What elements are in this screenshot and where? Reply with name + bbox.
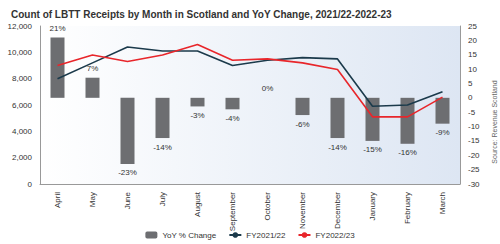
svg-text:21%: 21% (49, 24, 65, 33)
svg-text:Count of LBTT Receipts by Mont: Count of LBTT Receipts by Month in Scotl… (11, 9, 392, 20)
svg-text:0%: 0% (262, 84, 274, 93)
svg-text:12,000: 12,000 (8, 22, 33, 31)
svg-text:August: August (193, 191, 202, 217)
svg-text:November: November (298, 192, 307, 229)
svg-text:-23%: -23% (118, 168, 137, 177)
svg-text:0: 0 (28, 180, 33, 189)
svg-text:25: 25 (468, 22, 477, 31)
svg-text:4,000: 4,000 (12, 127, 33, 136)
svg-text:FY2022/23: FY2022/23 (315, 231, 355, 240)
svg-text:20: 20 (468, 36, 477, 45)
svg-text:15: 15 (468, 50, 477, 59)
svg-text:-14%: -14% (153, 143, 172, 152)
svg-text:-5: -5 (468, 108, 476, 117)
svg-text:7%: 7% (86, 64, 99, 74)
svg-text:-15%: -15% (363, 145, 382, 154)
svg-text:-6%: -6% (295, 120, 309, 129)
svg-text:March: March (438, 192, 447, 214)
svg-text:6,000: 6,000 (12, 101, 33, 110)
svg-text:July: July (158, 192, 167, 206)
svg-text:2,000: 2,000 (12, 153, 33, 162)
svg-text:-15: -15 (468, 136, 480, 145)
svg-text:8,000: 8,000 (12, 74, 33, 83)
svg-text:10: 10 (468, 65, 477, 74)
svg-text:December: December (333, 192, 342, 229)
svg-text:10,000: 10,000 (8, 48, 33, 57)
svg-text:-30: -30 (468, 180, 480, 189)
svg-text:April: April (53, 192, 62, 208)
svg-text:-10: -10 (468, 122, 480, 131)
svg-text:-9%: -9% (435, 128, 449, 137)
svg-text:FY2021/22: FY2021/22 (246, 231, 286, 240)
svg-text:October: October (263, 192, 272, 221)
svg-text:-14%: -14% (328, 143, 347, 152)
svg-text:-3%: -3% (190, 111, 204, 120)
svg-text:-4%: -4% (225, 114, 239, 123)
svg-text:May: May (88, 192, 97, 207)
svg-text:January: January (368, 192, 377, 220)
svg-text:-25: -25 (468, 165, 480, 174)
svg-text:5: 5 (468, 79, 473, 88)
svg-text:-16%: -16% (398, 148, 417, 157)
svg-text:0: 0 (468, 93, 473, 102)
svg-text:September: September (228, 192, 237, 231)
svg-text:Source: Revenue Scotland: Source: Revenue Scotland (491, 80, 498, 163)
svg-text:YoY % Change: YoY % Change (162, 231, 216, 240)
svg-text:June: June (123, 191, 132, 209)
svg-text:-20: -20 (468, 151, 480, 160)
svg-text:February: February (403, 192, 412, 224)
